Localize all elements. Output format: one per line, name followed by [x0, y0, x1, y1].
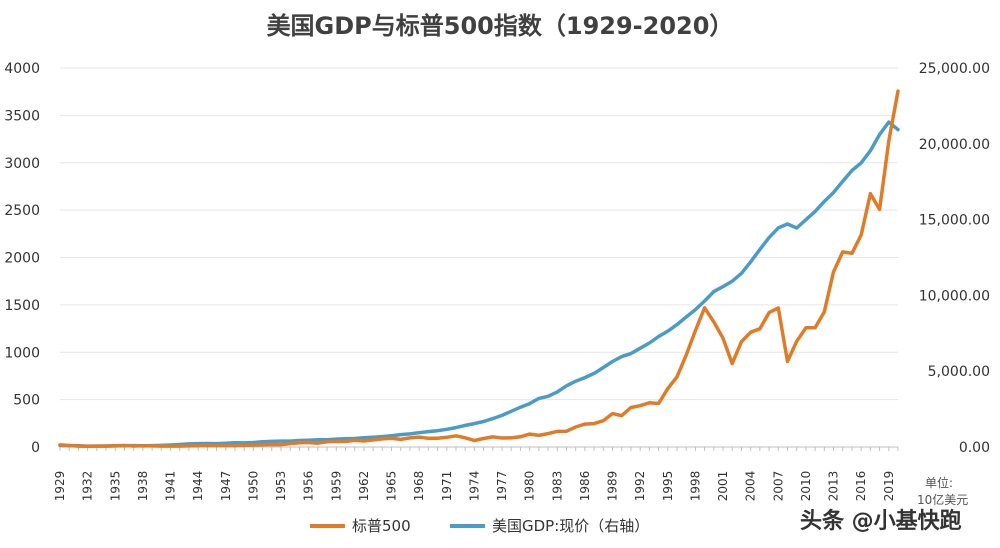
- left-tick-label: 2000: [4, 251, 40, 267]
- x-tick-label: 2007: [771, 471, 785, 502]
- series-lines: [58, 89, 900, 449]
- x-tick-label: 2016: [854, 471, 868, 502]
- x-tick-label: 1986: [578, 471, 592, 502]
- x-tick-label: 2013: [827, 471, 841, 502]
- unit-label-line2: 10亿美元: [917, 492, 968, 507]
- right-tick-label: 0.00: [959, 440, 990, 456]
- x-tick-label: 1989: [606, 471, 620, 502]
- right-tick-label: 5,000.00: [928, 364, 990, 380]
- unit-label: 单位: 10亿美元: [917, 475, 968, 507]
- x-tick-label: 1953: [274, 471, 288, 502]
- right-axis: 0.00 5,000.00 10,000.00 15,000.00 20,000.00 2…: [919, 61, 990, 456]
- x-tick-label: 1938: [136, 471, 150, 502]
- right-tick-label: 10,000.00: [919, 288, 990, 304]
- x-tick-label: 1950: [246, 471, 260, 502]
- x-tick-label: 1935: [108, 471, 122, 502]
- x-tick-label: 1932: [81, 471, 95, 502]
- x-tick-label: 1947: [219, 471, 233, 502]
- x-tick-label: 1992: [633, 471, 647, 502]
- x-tick-label: 1965: [385, 471, 399, 502]
- x-tick-label: 1959: [329, 471, 343, 502]
- x-tick-label: 1929: [53, 471, 67, 502]
- right-tick-label: 20,000.00: [919, 137, 990, 153]
- x-tick-label: 2010: [799, 471, 813, 502]
- series-line-sp500: [58, 89, 900, 449]
- x-tick-label: 1968: [412, 471, 426, 502]
- left-tick-label: 1000: [4, 345, 40, 361]
- x-tick-label: 1941: [164, 471, 178, 502]
- left-tick-label: 2500: [4, 203, 40, 219]
- x-tick-label: 2001: [716, 471, 730, 502]
- chart-title: 美国GDP与标普500指数（1929-2020）: [266, 12, 734, 40]
- right-tick-label: 25,000.00: [919, 61, 990, 77]
- left-tick-label: 0: [31, 440, 40, 456]
- right-tick-label: 15,000.00: [919, 213, 990, 229]
- left-tick-label: 3500: [4, 108, 40, 124]
- x-tick-label: 1962: [357, 471, 371, 502]
- x-tick-label: 1944: [191, 471, 205, 502]
- x-tick-label: 1977: [495, 471, 509, 502]
- legend: 标普500 美国GDP:现价（右轴）: [310, 517, 649, 535]
- legend-label-sp500: 标普500: [352, 517, 411, 535]
- unit-label-line1: 单位:: [925, 475, 953, 490]
- series-line-gdp: [58, 120, 900, 448]
- x-axis: 1929 1932 1935 1938 1941 1944 1947 1950 1953 1956…: [53, 447, 899, 502]
- x-tick-label: 2004: [744, 471, 758, 502]
- left-tick-label: 3000: [4, 156, 40, 172]
- x-tick-label: 1980: [523, 471, 537, 502]
- x-tick-label: 1974: [467, 471, 481, 502]
- left-tick-label: 1500: [4, 298, 40, 314]
- watermark: 头条 @小基快跑: [800, 508, 962, 534]
- x-tick-label: 1995: [661, 471, 675, 502]
- gridlines: [60, 67, 898, 448]
- x-tick-label: 1956: [302, 471, 316, 502]
- left-axis: 0 500 1000 1500 2000 2500 3000 3500 4000: [4, 61, 40, 456]
- legend-label-gdp: 美国GDP:现价（右轴）: [492, 517, 649, 535]
- x-tick-label: 2019: [882, 471, 896, 502]
- x-tick-label: 1983: [550, 471, 564, 502]
- left-tick-label: 4000: [4, 61, 40, 77]
- left-tick-label: 500: [13, 393, 40, 409]
- x-tick-label: 1971: [440, 471, 454, 502]
- x-tick-label: 1998: [688, 471, 702, 502]
